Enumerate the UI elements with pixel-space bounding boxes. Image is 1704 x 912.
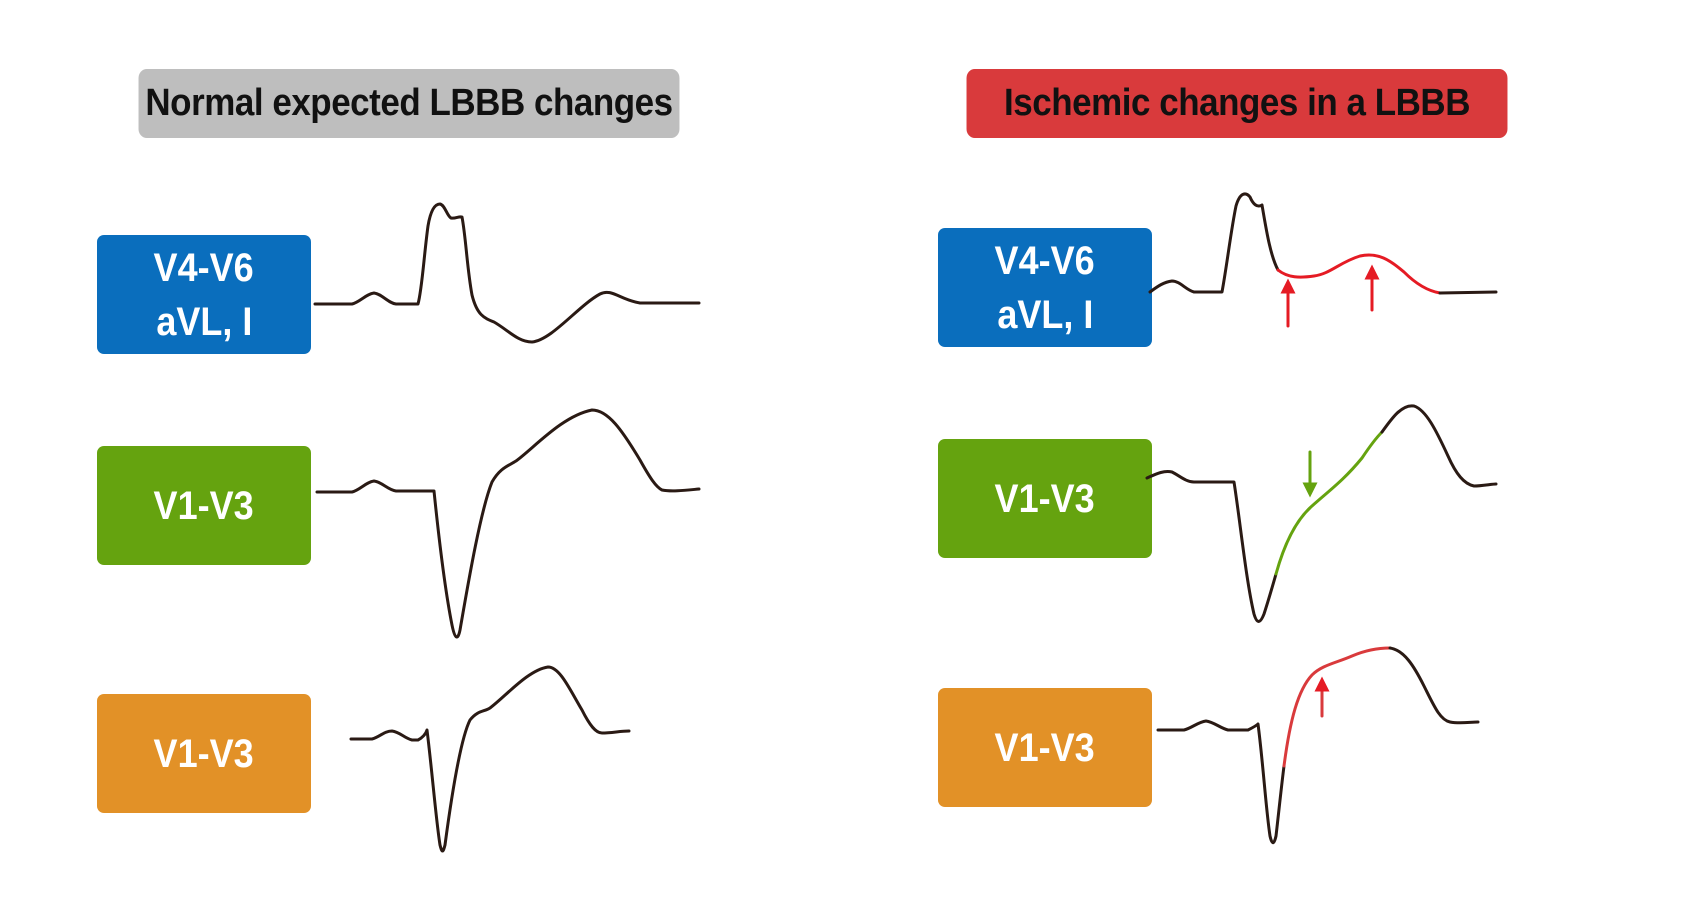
ecg-trace-septal-ischemic-2 bbox=[1156, 719, 1286, 845]
ischemic-lbbb-header-label: Ischemic changes in a LBBB bbox=[1004, 82, 1470, 124]
ecg-trace-lateral-ischemic bbox=[1148, 192, 1280, 294]
ecg-trace-septal-ischemic-st bbox=[1274, 430, 1384, 576]
lead-box-septal-normal: V1-V3 bbox=[97, 446, 311, 565]
lead-box-septal-ischemic: V1-V3 bbox=[938, 439, 1152, 558]
ecg-trace-septal-ischemic-2-st bbox=[1282, 646, 1392, 768]
lead-label-line1: V1-V3 bbox=[153, 731, 255, 776]
normal-lbbb-header: Normal expected LBBB changes bbox=[138, 69, 680, 138]
lead-box-septal-normal-2: V1-V3 bbox=[97, 694, 311, 813]
lead-label-line2: aVL, I bbox=[155, 299, 253, 344]
lead-label-line1: V1-V3 bbox=[153, 483, 255, 528]
ecg-trace-septal-ischemic-2-tail bbox=[1388, 646, 1480, 725]
lead-label-line2: aVL, I bbox=[996, 292, 1094, 337]
lead-label-line1: V1-V3 bbox=[994, 725, 1096, 770]
lead-label-line1: V4-V6 bbox=[153, 245, 255, 290]
ecg-trace-septal-normal bbox=[315, 408, 701, 639]
ecg-trace-septal-ischemic bbox=[1145, 470, 1278, 623]
ecg-trace-lateral-ischemic-st bbox=[1276, 253, 1442, 295]
ischemic-lbbb-header: Ischemic changes in a LBBB bbox=[966, 69, 1508, 138]
ecg-trace-lateral-normal bbox=[313, 202, 701, 344]
ecg-trace-septal-ischemic-tail bbox=[1380, 404, 1498, 488]
lead-label-line1: V4-V6 bbox=[994, 238, 1096, 283]
ecg-trace-septal-normal-2 bbox=[349, 665, 631, 853]
lead-box-lateral-ischemic: V4-V6 aVL, I bbox=[938, 228, 1152, 347]
lead-box-septal-ischemic-2: V1-V3 bbox=[938, 688, 1152, 807]
lead-label-line1: V1-V3 bbox=[994, 476, 1096, 521]
ecg-trace-lateral-ischemic-tail bbox=[1438, 290, 1498, 295]
lead-box-lateral-normal: V4-V6 aVL, I bbox=[97, 235, 311, 354]
normal-lbbb-header-label: Normal expected LBBB changes bbox=[145, 82, 673, 124]
